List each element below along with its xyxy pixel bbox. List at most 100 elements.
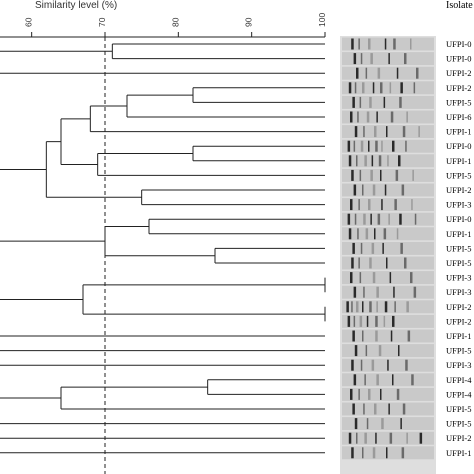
isolate-labels: Isolate UFPI-0 UFPI-0 UFPI-2 UFPI-2 UFPI-5 UF…	[446, 0, 473, 458]
gel-band	[364, 155, 367, 167]
isolate-label: UFPI-2	[446, 83, 472, 93]
gel-band	[370, 53, 373, 65]
gel-band	[406, 111, 408, 123]
gel-band	[416, 67, 419, 79]
gel-band	[364, 374, 366, 386]
gel-lane	[342, 241, 434, 255]
gel-band	[368, 38, 371, 50]
gel-band	[404, 53, 407, 65]
gel-band	[354, 82, 357, 94]
gel-band	[350, 199, 353, 211]
gel-lane	[342, 52, 434, 66]
gel-band	[351, 447, 354, 459]
gel-band	[358, 257, 360, 269]
gel-band	[374, 403, 377, 415]
gel-lane	[342, 285, 434, 299]
gel-band	[360, 359, 363, 371]
gel-band	[380, 388, 382, 400]
gel-band	[374, 228, 376, 240]
isolate-label: UFPI-5	[446, 258, 472, 268]
gel-band	[369, 96, 372, 108]
gel-band	[376, 286, 379, 298]
gel-band	[348, 228, 352, 240]
gel-band	[394, 199, 397, 211]
gel-band	[378, 155, 382, 167]
gel-lane	[342, 198, 434, 212]
gel-band	[389, 432, 393, 444]
gel-band	[381, 199, 383, 211]
gel-band	[352, 96, 355, 108]
dendrogram: Similarity level (%) 60 70 80 90 100	[0, 0, 327, 474]
gel-band	[368, 140, 370, 152]
gel-band	[375, 432, 377, 444]
dendrogram-branches	[0, 37, 326, 474]
gel-band	[399, 96, 402, 108]
gel-band	[401, 184, 405, 196]
gel-band	[382, 242, 384, 254]
gel-lane	[342, 125, 434, 139]
gel-band	[362, 301, 364, 313]
gel-band	[370, 169, 373, 181]
gel-band	[376, 111, 378, 123]
gel-band	[363, 403, 365, 415]
scale-tick-label: 100	[317, 13, 327, 27]
gel-band	[411, 199, 413, 211]
gel-band	[393, 38, 396, 50]
gel-band	[380, 169, 382, 181]
gel-band	[402, 126, 406, 138]
gel-lane	[342, 300, 434, 314]
gel-band	[357, 228, 359, 240]
isolate-label: UFPI-1	[446, 156, 472, 166]
gel-lane	[342, 446, 434, 460]
gel-band	[392, 315, 395, 327]
isolate-label: UFPI-1	[446, 229, 472, 239]
gel-band	[378, 345, 382, 357]
gel-band	[356, 301, 359, 313]
gel-band	[369, 257, 372, 269]
scale-axis: 60 70 80 90 100	[0, 13, 327, 38]
gel-band	[410, 272, 413, 284]
gel-lane	[342, 66, 434, 80]
gel-band	[418, 126, 420, 138]
gel-band	[358, 199, 360, 211]
gel-band	[406, 301, 409, 313]
gel-band	[362, 330, 364, 342]
gel-band	[362, 184, 364, 196]
gel-band	[366, 315, 369, 327]
isolate-label: UFPI-2	[446, 316, 472, 326]
gel-band	[353, 184, 357, 196]
gel-band	[359, 315, 363, 327]
gel-band	[411, 374, 414, 386]
gel-band	[356, 155, 358, 167]
gel-band	[384, 38, 387, 50]
gel-band	[419, 432, 423, 444]
gel-lane	[342, 95, 434, 109]
isolate-label: UFPI-3	[446, 287, 472, 297]
gel-band	[350, 111, 353, 123]
gel-band	[371, 155, 374, 167]
gel-band	[394, 301, 396, 313]
gel-band	[400, 242, 403, 254]
gel-band	[396, 228, 399, 240]
gel-band	[364, 432, 367, 444]
gel-band	[374, 126, 377, 138]
gel-band	[407, 330, 411, 342]
gel-band	[383, 228, 387, 240]
gel-background	[340, 36, 436, 474]
isolate-column-header: Isolate	[446, 0, 473, 11]
gel-band	[406, 432, 408, 444]
gel-band	[398, 345, 400, 357]
gel-lane	[342, 227, 434, 241]
isolate-label: UFPI-1	[446, 331, 472, 341]
gel-band	[386, 447, 388, 459]
gel-band	[351, 359, 354, 371]
gel-lane	[342, 81, 434, 95]
gel-lane	[342, 110, 434, 124]
gel-band	[386, 257, 388, 269]
gel-band-panel	[340, 36, 436, 474]
gel-band	[396, 388, 400, 400]
gel-band	[401, 447, 405, 459]
gel-band	[383, 315, 386, 327]
gel-band	[354, 126, 358, 138]
